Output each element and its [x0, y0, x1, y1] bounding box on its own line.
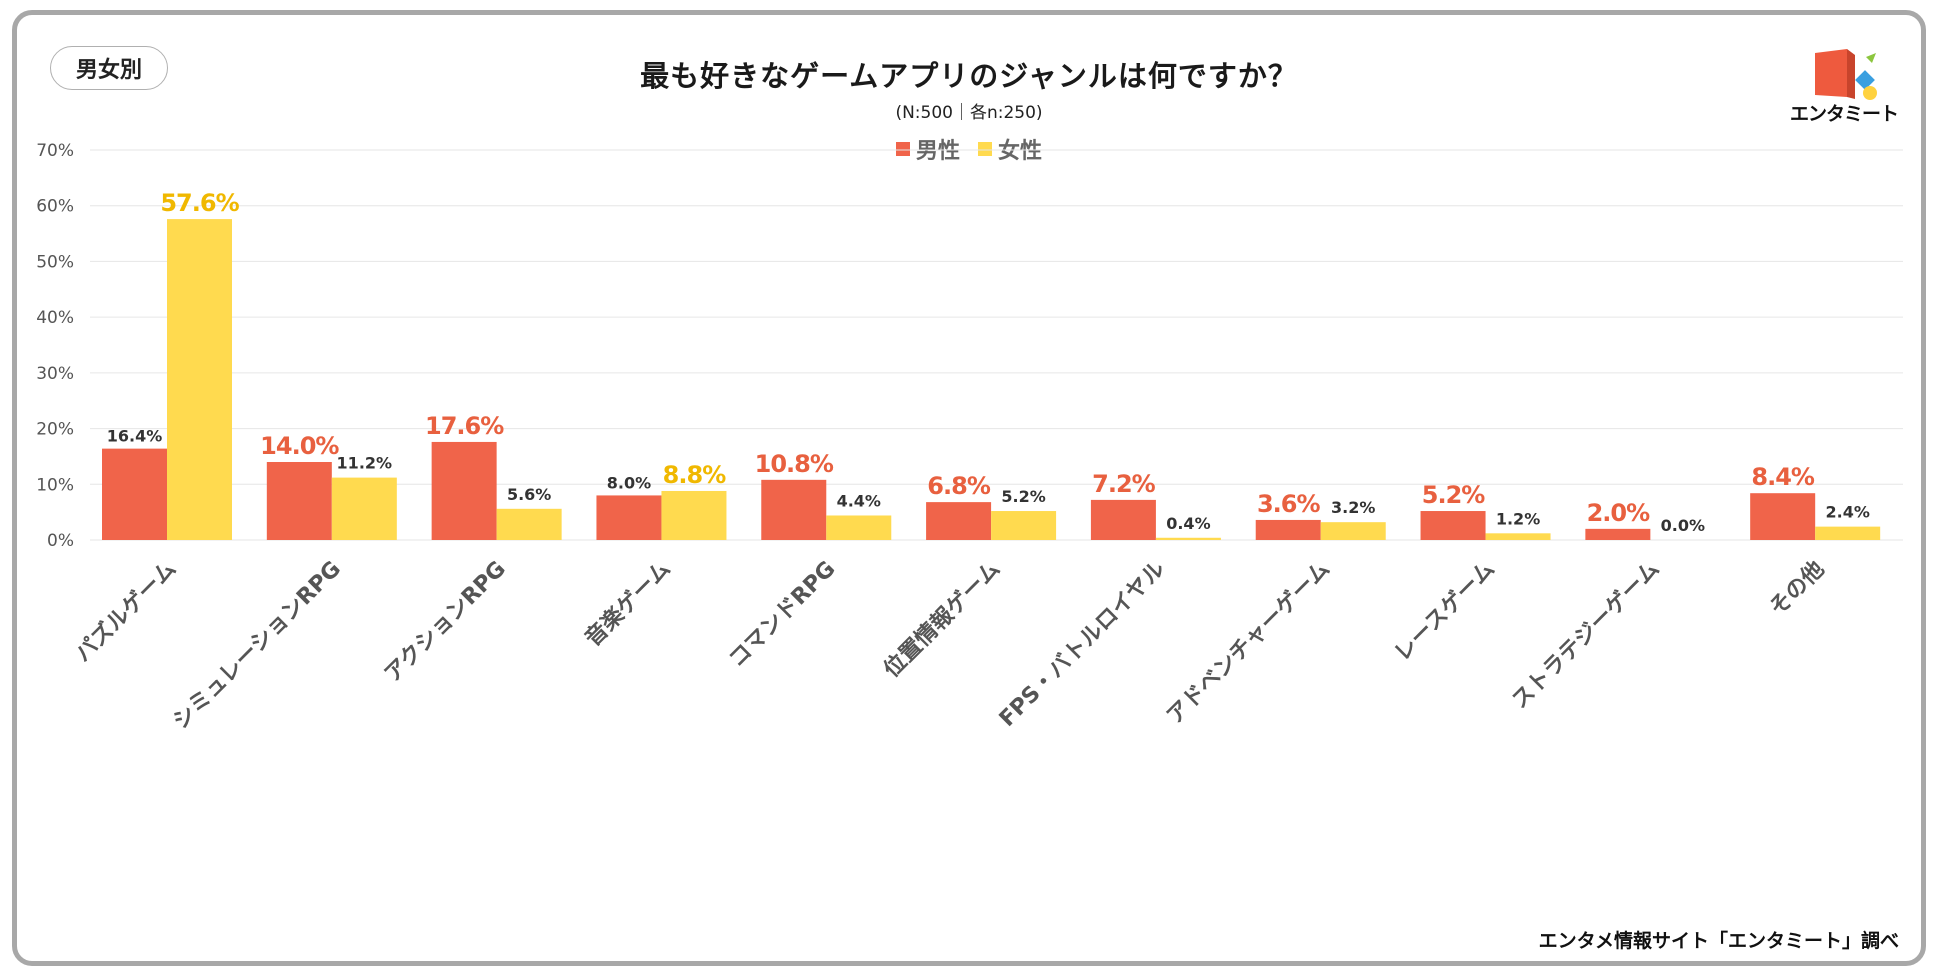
legend-label-female: 女性: [998, 139, 1043, 164]
bar-male: [761, 479, 827, 540]
x-tick-label: 位置情報ゲーム: [879, 556, 1006, 683]
bar-chart: 0% 10% 20% 30% 40% 50% 60% 70% 16.4% 57.6% パズルゲーム 1…: [36, 141, 1903, 735]
legend: 男性 女性: [17, 133, 1921, 165]
data-label-female: 3.2%: [1331, 498, 1375, 517]
x-tick-label: その他: [1765, 557, 1829, 621]
bar-female: [826, 515, 892, 540]
bar-male: [102, 448, 167, 540]
data-label-female: 2.4%: [1825, 503, 1869, 522]
x-tick-label: アクションRPG: [380, 557, 511, 688]
segment-badge: 男女別: [50, 46, 168, 90]
bar-male: [926, 502, 992, 540]
data-label-female: 5.6%: [507, 485, 551, 504]
bar-male: [1420, 511, 1486, 540]
x-tick-label: FPS・バトルロイヤル: [995, 557, 1170, 732]
data-label-male: 2.0%: [1587, 499, 1651, 527]
legend-swatch-male: [895, 142, 910, 156]
chart-subtitle: (N:500｜各n:250): [895, 103, 1043, 123]
legend-item-female: 女性: [978, 133, 1042, 165]
bar-male: [266, 462, 332, 540]
x-tick-label: シミュレーションRPG: [168, 557, 346, 735]
bar-male: [1750, 493, 1816, 540]
bar-female: [1485, 533, 1551, 540]
bar-female: [167, 219, 232, 541]
y-tick-label: 20%: [36, 420, 74, 440]
data-label-female: 57.6%: [160, 189, 239, 217]
bar-male: [431, 441, 497, 540]
y-tick-label: 10%: [36, 475, 74, 495]
bar-male: [1090, 499, 1156, 540]
data-label-male: 10.8%: [755, 450, 834, 478]
bar-female: [331, 477, 397, 540]
data-label-female: 0.4%: [1166, 514, 1210, 533]
y-tick-label: 30%: [36, 364, 74, 384]
y-tick-label: 50%: [36, 252, 74, 272]
data-label-male: 17.6%: [425, 412, 504, 440]
bar-male: [1585, 528, 1651, 540]
data-label-female: 11.2%: [337, 454, 393, 473]
data-label-male: 8.0%: [607, 473, 651, 492]
logo-text: エンタミート: [1789, 103, 1899, 125]
data-label-male: 6.8%: [927, 472, 991, 500]
source-note: エンタメ情報サイト「エンタミート」調べ: [1538, 930, 1899, 952]
x-tick-label: コマンドRPG: [724, 557, 840, 673]
chart-title: 最も好きなゲームアプリのジャンルは何ですか？: [640, 59, 1298, 93]
data-label-female: 8.8%: [663, 461, 727, 489]
x-tick-label: パズルゲーム: [70, 556, 181, 667]
data-label-male: 7.2%: [1092, 470, 1156, 498]
bar-female: [1155, 537, 1221, 540]
data-label-male: 14.0%: [260, 432, 339, 460]
bar-female: [1320, 522, 1386, 540]
y-tick-label: 60%: [36, 197, 74, 217]
x-tick-label: 音楽ゲーム: [580, 556, 676, 652]
data-label-female: 5.2%: [1001, 487, 1045, 506]
data-label-female: 0.0%: [1661, 516, 1705, 535]
bar-male: [1255, 519, 1321, 540]
legend-label-male: 男性: [915, 139, 960, 164]
data-label-male: 5.2%: [1422, 481, 1486, 509]
x-tick-label: レースゲーム: [1390, 557, 1500, 667]
bar-female: [1815, 526, 1881, 540]
x-tick-label: アドベンチャーゲーム: [1162, 557, 1335, 730]
bar-male: [596, 495, 662, 540]
entameet-logo-icon: [1815, 49, 1877, 100]
y-tick-label: 40%: [36, 308, 74, 328]
legend-swatch-female: [978, 142, 992, 156]
bar-female: [661, 490, 727, 540]
bar-female: [991, 511, 1057, 540]
data-label-female: 1.2%: [1496, 509, 1540, 528]
bar-female: [496, 508, 562, 540]
data-label-male: 16.4%: [107, 427, 163, 446]
data-label-male: 3.6%: [1257, 490, 1321, 518]
y-tick-label: 0%: [47, 531, 74, 551]
x-tick-label: ストラテジーゲーム: [1507, 557, 1664, 714]
data-label-female: 4.4%: [837, 491, 881, 510]
chart-frame: 男女別 最も好きなゲームアプリのジャンルは何ですか？ (N:500｜各n:250…: [12, 10, 1926, 966]
data-label-male: 8.4%: [1751, 463, 1815, 491]
y-tick-label: 70%: [36, 141, 74, 161]
legend-item-male: 男性: [895, 133, 960, 165]
